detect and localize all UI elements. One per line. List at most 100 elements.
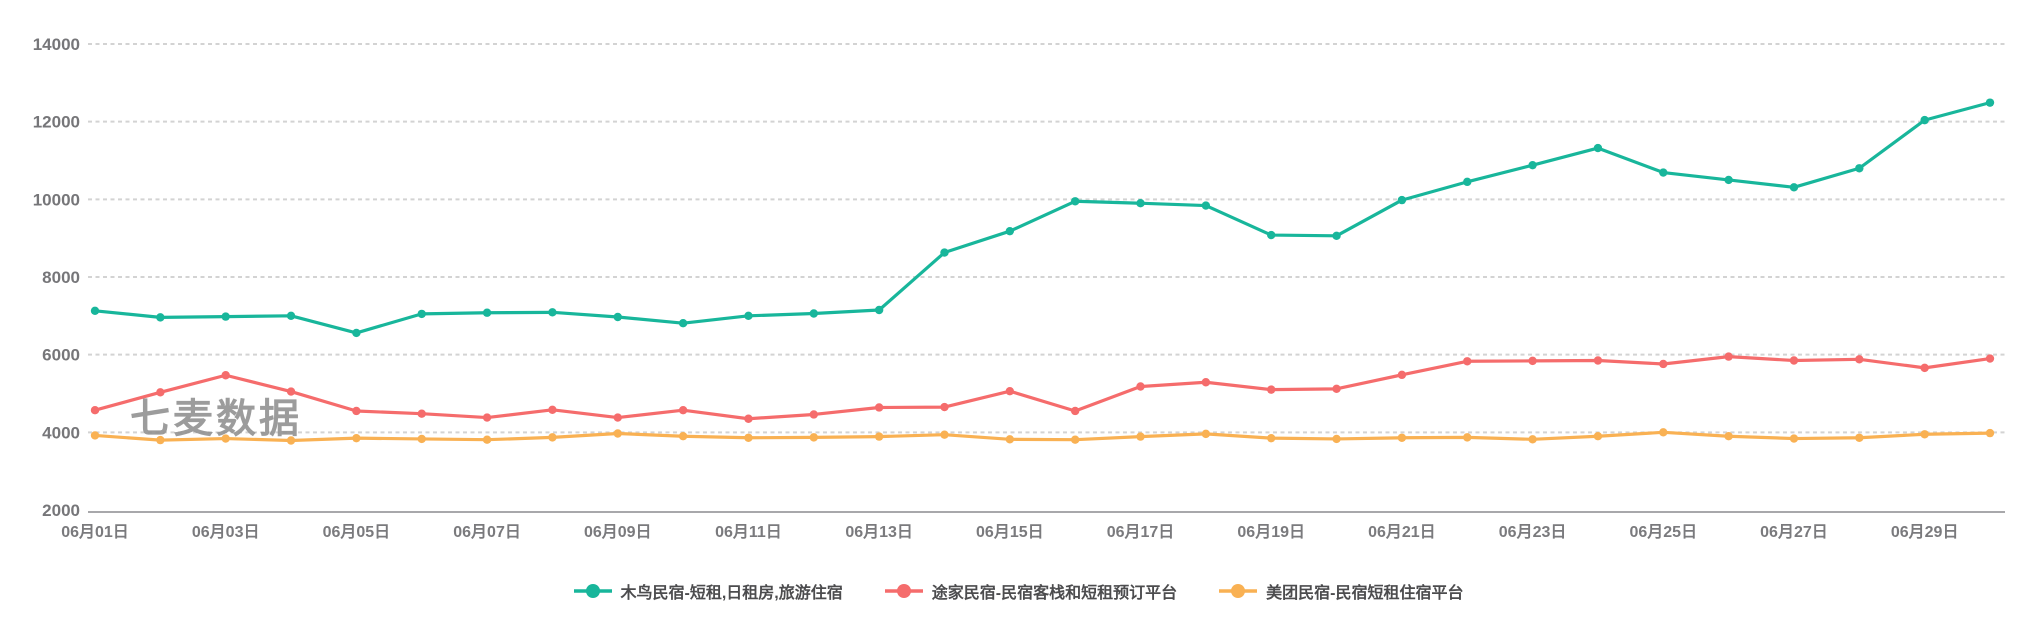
data-point[interactable] [1789,434,1799,443]
legend-item-0[interactable]: 木鸟民宿-短租,日租房,旅游住宿 [573,579,843,603]
data-point[interactable] [1201,378,1211,387]
data-point[interactable] [417,409,426,418]
data-point[interactable] [874,305,884,315]
x-tick-label: 06月03日 [192,523,260,541]
data-point[interactable] [678,319,688,328]
data-point[interactable] [1985,354,1995,363]
data-point[interactable] [417,434,426,444]
data-point[interactable] [1463,177,1472,187]
x-tick-label: 06月23日 [1499,523,1567,541]
data-point[interactable] [1920,430,1929,439]
data-point[interactable] [1332,231,1341,241]
data-point[interactable] [1136,432,1145,441]
data-point[interactable] [482,435,492,444]
data-point[interactable] [1070,435,1080,444]
data-point[interactable] [482,308,492,317]
data-point[interactable] [1659,428,1668,437]
data-point[interactable] [1985,428,1995,438]
data-point[interactable] [940,402,949,412]
data-point[interactable] [1593,432,1603,441]
data-point[interactable] [940,248,949,257]
data-point[interactable] [1528,435,1537,444]
data-point[interactable] [221,371,230,380]
data-point[interactable] [1005,435,1015,444]
data-point[interactable] [482,413,492,422]
data-point[interactable] [809,433,818,442]
data-point[interactable] [90,405,100,415]
data-point[interactable] [1920,115,1929,125]
data-point[interactable] [1332,384,1341,394]
data-point[interactable] [1985,98,1995,107]
data-point[interactable] [286,387,296,396]
data-point[interactable] [1724,175,1733,185]
data-point[interactable] [1789,183,1799,192]
data-point[interactable] [1397,370,1407,380]
legend-item-2[interactable]: 美团民宿-民宿短租住宿平台 [1219,579,1463,603]
data-point[interactable] [1201,429,1211,439]
data-point[interactable] [286,436,296,445]
legend-marker-icon [884,584,923,598]
data-point[interactable] [1005,386,1015,396]
data-point[interactable] [1070,197,1080,206]
data-point[interactable] [678,432,688,441]
data-point[interactable] [1136,382,1145,391]
data-point[interactable] [1789,356,1799,365]
data-point[interactable] [1267,230,1276,240]
data-point[interactable] [809,309,818,318]
data-point[interactable] [90,306,100,315]
data-point[interactable] [678,405,688,415]
data-point[interactable] [156,388,165,397]
data-point[interactable] [1005,226,1015,236]
data-point[interactable] [156,435,165,445]
data-point[interactable] [874,403,884,412]
y-tick-label: 8000 [42,268,80,287]
data-point[interactable] [1267,385,1276,394]
data-point[interactable] [1855,164,1864,173]
data-point[interactable] [90,431,100,440]
data-point[interactable] [352,328,361,338]
data-point[interactable] [1528,356,1537,366]
data-point[interactable] [1397,433,1407,442]
data-point[interactable] [874,432,884,441]
data-point[interactable] [1463,433,1472,442]
data-point[interactable] [1659,359,1668,369]
x-tick-label: 06月15日 [976,523,1044,541]
data-point[interactable] [1463,357,1472,366]
data-point[interactable] [613,429,622,438]
data-point[interactable] [744,311,753,321]
data-point[interactable] [417,309,426,319]
data-point[interactable] [1724,352,1733,361]
data-point[interactable] [1920,363,1929,373]
data-point[interactable] [548,405,557,415]
legend-label: 途家民宿-民宿客栈和短租预订平台 [931,585,1178,602]
data-point[interactable] [1070,406,1080,416]
data-point[interactable] [1201,201,1211,210]
data-point[interactable] [809,410,818,419]
data-point[interactable] [156,313,165,322]
data-point[interactable] [352,406,361,416]
data-point[interactable] [1397,195,1407,205]
data-point[interactable] [352,433,361,443]
data-point[interactable] [1855,433,1864,442]
data-point[interactable] [548,308,557,317]
data-point[interactable] [613,413,622,422]
data-point[interactable] [744,414,753,423]
data-point[interactable] [613,312,622,322]
data-point[interactable] [1267,433,1276,443]
data-point[interactable] [940,430,949,439]
data-point[interactable] [744,433,753,442]
data-point[interactable] [548,433,557,442]
legend-item-1[interactable]: 途家民宿-民宿客栈和短租预订平台 [884,579,1178,603]
data-point[interactable] [1332,434,1341,444]
data-point[interactable] [1855,355,1864,364]
data-point[interactable] [1659,168,1668,177]
data-point[interactable] [1593,143,1603,153]
data-point[interactable] [1136,199,1145,208]
data-point[interactable] [1593,356,1603,365]
data-point[interactable] [221,312,230,321]
data-point[interactable] [221,434,230,443]
data-point[interactable] [286,311,296,321]
data-point[interactable] [1528,160,1537,170]
data-point[interactable] [1724,432,1733,441]
